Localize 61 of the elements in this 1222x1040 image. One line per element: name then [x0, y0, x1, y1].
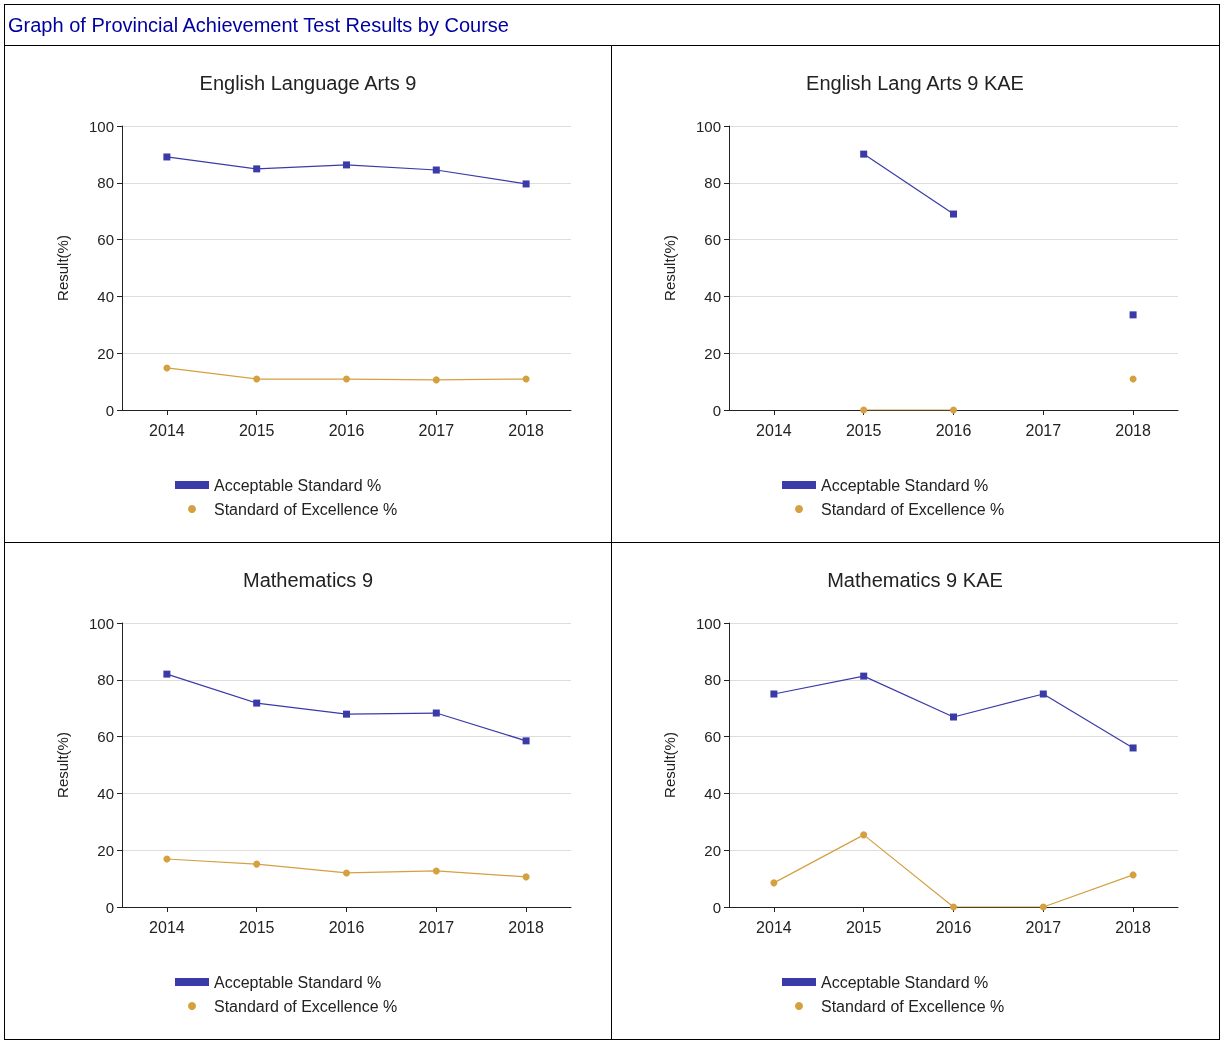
y-tick-label: 40	[704, 287, 721, 305]
legend-label: Acceptable Standard %	[821, 476, 989, 494]
y-tick-label: 0	[105, 898, 114, 916]
y-axis-title: Result(%)	[54, 732, 71, 798]
x-tick-label: 2014	[756, 918, 792, 936]
text: Graph of Provincial Achievement Test Results by Course	[8, 14, 509, 36]
x-tick-label: 2016	[328, 918, 365, 936]
y-tick-label: 20	[97, 344, 114, 362]
y-axis-title: Result(%)	[661, 235, 678, 301]
x-tick-label: 2015	[238, 918, 275, 936]
x-tick-label: 2015	[845, 918, 882, 936]
legend-label: Standard of Excellence %	[821, 997, 1005, 1015]
y-tick-label: 100	[88, 614, 114, 632]
y-tick-label: 60	[97, 231, 114, 249]
x-tick-label: 2018	[1115, 918, 1151, 936]
chart-title: Mathematics 9 KAE	[827, 569, 1003, 591]
legend-label: Standard of Excellence %	[214, 997, 398, 1015]
y-tick-label: 60	[97, 728, 114, 746]
legend-label: Standard of Excellence %	[214, 500, 398, 518]
x-tick-label: 2016	[935, 421, 972, 439]
x-tick-label: 2014	[149, 918, 185, 936]
y-tick-label: 0	[712, 898, 721, 916]
y-axis-title: Result(%)	[661, 732, 678, 798]
x-tick-label: 2017	[1025, 421, 1062, 439]
legend-label: Acceptable Standard %	[214, 973, 382, 991]
x-tick-label: 2018	[508, 421, 544, 439]
y-tick-label: 80	[704, 174, 721, 192]
y-tick-label: 0	[105, 401, 114, 419]
legend-label: Standard of Excellence %	[821, 500, 1005, 518]
x-tick-label: 2017	[418, 421, 455, 439]
x-tick-label: 2018	[1115, 421, 1151, 439]
y-tick-label: 0	[712, 401, 721, 419]
x-tick-label: 2014	[149, 421, 185, 439]
y-tick-label: 80	[97, 671, 114, 689]
y-tick-label: 60	[704, 231, 721, 249]
x-tick-label: 2016	[328, 421, 365, 439]
x-tick-label: 2015	[238, 421, 275, 439]
legend-label: Acceptable Standard %	[214, 476, 382, 494]
y-tick-label: 100	[88, 117, 114, 135]
chart-title: English Lang Arts 9 KAE	[806, 72, 1024, 94]
y-tick-label: 40	[704, 784, 721, 802]
chart-title: Mathematics 9	[242, 569, 374, 591]
chart-title: English Language Arts 9	[199, 72, 417, 94]
y-axis-title: Result(%)	[54, 235, 71, 301]
x-tick-label: 2014	[756, 421, 792, 439]
y-tick-label: 60	[704, 728, 721, 746]
x-tick-label: 2016	[935, 918, 972, 936]
legend-label: Acceptable Standard %	[821, 973, 989, 991]
y-tick-label: 40	[97, 287, 114, 305]
y-tick-label: 100	[695, 614, 721, 632]
y-tick-label: 80	[97, 174, 114, 192]
x-tick-label: 2017	[1025, 918, 1062, 936]
x-tick-label: 2017	[418, 918, 455, 936]
x-tick-label: 2015	[845, 421, 882, 439]
y-tick-label: 20	[704, 841, 721, 859]
y-tick-label: 100	[695, 117, 721, 135]
y-tick-label: 20	[97, 841, 114, 859]
x-tick-label: 2018	[508, 918, 544, 936]
y-tick-label: 20	[704, 344, 721, 362]
y-tick-label: 40	[97, 784, 114, 802]
y-tick-label: 80	[704, 671, 721, 689]
